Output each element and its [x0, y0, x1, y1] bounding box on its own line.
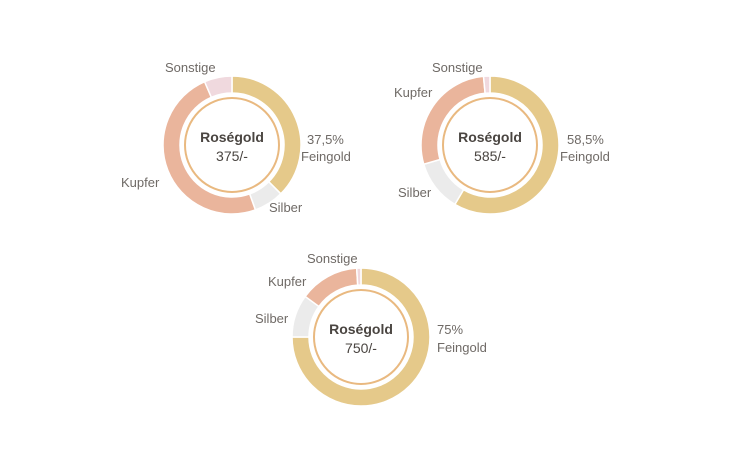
inner-circle-375 [184, 97, 280, 193]
slice-sonstige-585 [482, 75, 491, 95]
label-feingold-name-750: Feingold [437, 340, 487, 355]
chart-subtitle-375: 375/- [216, 148, 248, 164]
donut-chart-375: Roségold 375/- Sonstige 37,5% Feingold K… [121, 60, 351, 215]
donut-chart-585: Roségold 585/- Sonstige Kupfer 58,5% Fei… [394, 60, 610, 215]
chart-title-375: Roségold [200, 129, 264, 145]
label-silber-750: Silber [255, 311, 289, 326]
label-feingold-name-585: Feingold [560, 149, 610, 164]
label-feingold-value-585: 58,5% [567, 132, 604, 147]
label-sonstige-585: Sonstige [432, 60, 483, 75]
inner-circle-750 [313, 289, 409, 385]
chart-subtitle-750: 750/- [345, 340, 377, 356]
chart-title-750: Roségold [329, 321, 393, 337]
label-sonstige-375: Sonstige [165, 60, 216, 75]
label-sonstige-750: Sonstige [307, 251, 358, 266]
label-feingold-name-375: Feingold [301, 149, 351, 164]
label-silber-375: Silber [269, 200, 303, 215]
label-kupfer-375: Kupfer [121, 175, 160, 190]
inner-circle-585 [442, 97, 538, 193]
slice-sonstige-750 [355, 267, 362, 286]
label-kupfer-750: Kupfer [268, 274, 307, 289]
label-kupfer-585: Kupfer [394, 85, 433, 100]
slice-feingold-750 [291, 267, 431, 407]
label-silber-585: Silber [398, 185, 432, 200]
donut-ring-750 [291, 267, 431, 407]
donut-ring-375 [162, 75, 302, 215]
chart-subtitle-585: 585/- [474, 148, 506, 164]
label-feingold-value-375: 37,5% [307, 132, 344, 147]
slice-feingold-585 [453, 75, 560, 215]
slice-sonstige-375 [203, 75, 233, 99]
label-feingold-value-750: 75% [437, 322, 463, 337]
donut-ring-585 [420, 75, 560, 215]
donut-chart-750: Roségold 750/- Sonstige Kupfer Silber 75… [255, 251, 487, 407]
chart-title-585: Roségold [458, 129, 522, 145]
